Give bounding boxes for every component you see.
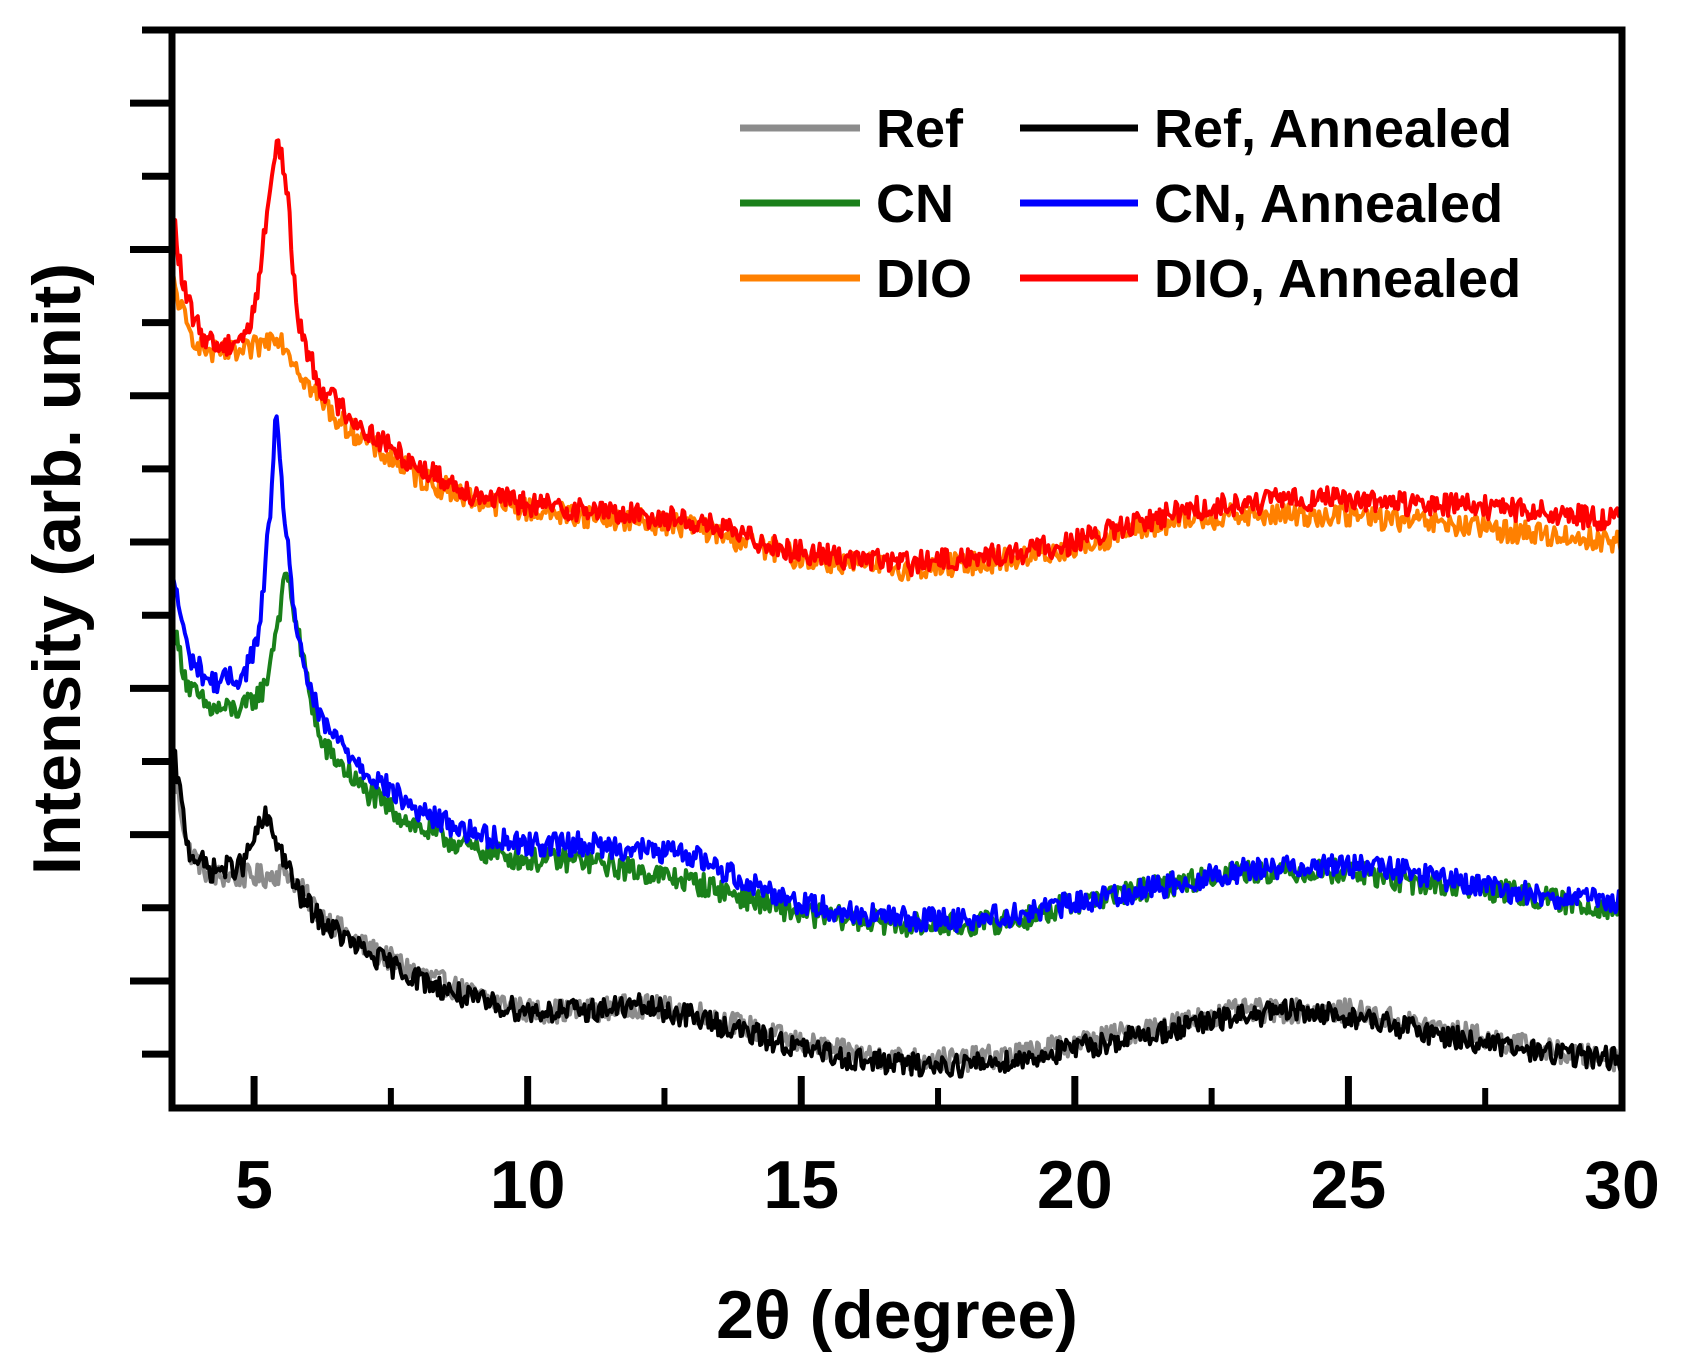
- legend-label: CN: [876, 174, 954, 234]
- axes-layer: 5 10 15 20 25 30: [130, 26, 1660, 1223]
- series-line-cn: [170, 571, 1624, 938]
- legend: Ref Ref, Annealed CN CN, Annealed DIO DIO, An…: [740, 99, 1521, 309]
- series-line-cn-annealed: [170, 414, 1624, 934]
- x-tick-label: 20: [1037, 1147, 1113, 1223]
- x-tick-label: 10: [490, 1147, 566, 1223]
- legend-label: DIO: [876, 249, 972, 309]
- legend-label: CN, Annealed: [1154, 174, 1503, 234]
- legend-label: Ref, Annealed: [1154, 99, 1512, 159]
- x-tick-label: 30: [1584, 1147, 1660, 1223]
- series-line-dio-annealed: [170, 138, 1624, 578]
- series-line-dio: [170, 274, 1624, 582]
- x-tick-label: 5: [235, 1147, 273, 1223]
- x-tick-label: 15: [763, 1147, 839, 1223]
- y-axis-title: Intensity (arb. unit): [19, 263, 95, 875]
- x-axis-title: 2θ (degree): [716, 1277, 1078, 1353]
- legend-label: Ref: [876, 99, 964, 159]
- plot-frame: [168, 26, 1626, 1112]
- x-tick-label: 25: [1311, 1147, 1387, 1223]
- legend-label: DIO, Annealed: [1154, 249, 1521, 309]
- series-layer: [170, 138, 1624, 1079]
- series-line-ref-annealed: [170, 741, 1624, 1079]
